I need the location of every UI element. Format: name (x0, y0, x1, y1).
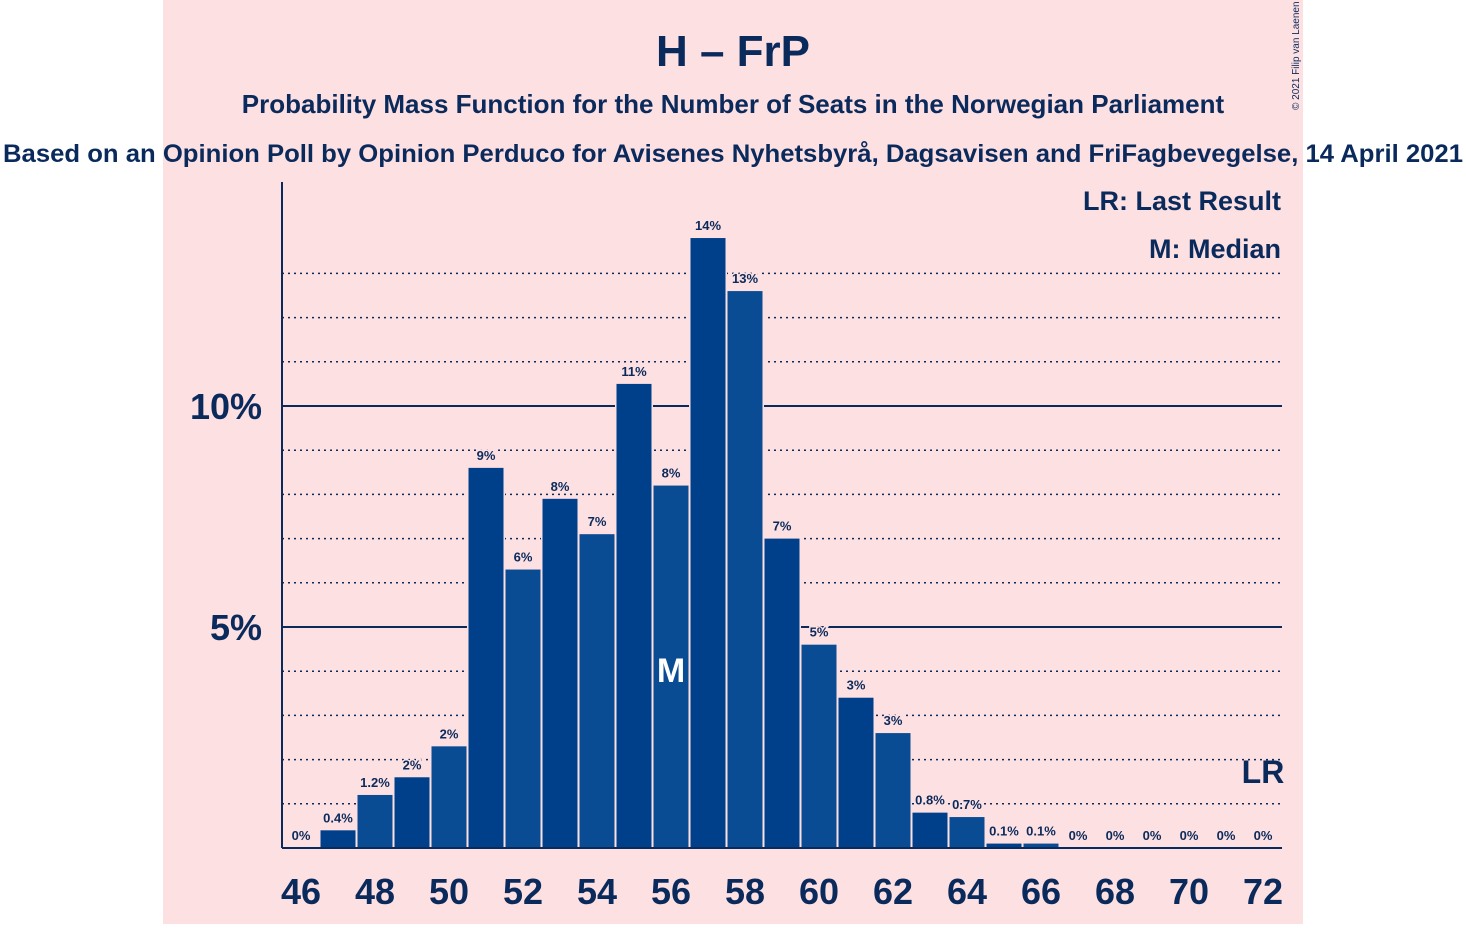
bar-value-label: 7% (588, 514, 607, 529)
bar (949, 817, 985, 848)
bar-value-label: 0.1% (989, 824, 1019, 839)
bars (319, 236, 1060, 849)
bar-value-label: 9% (477, 448, 496, 463)
x-tick-label: 58 (725, 871, 765, 912)
bar (838, 697, 874, 848)
bar (542, 498, 578, 848)
bar-value-label: 0.4% (323, 810, 353, 825)
bar (875, 733, 911, 848)
bar-value-label: 0% (1106, 828, 1125, 843)
x-tick-label: 64 (947, 871, 987, 912)
x-tick-label: 60 (799, 871, 839, 912)
bar (986, 843, 1022, 848)
last-result-marker: LR (1242, 754, 1285, 790)
bar (394, 777, 430, 848)
bar-value-label: 5% (810, 625, 829, 640)
bar (431, 746, 467, 848)
bar-value-label: 2% (403, 757, 422, 772)
bar (912, 812, 948, 848)
bar (616, 383, 652, 848)
x-tick-label: 66 (1021, 871, 1061, 912)
axes: 5% 10% 46 48 50 52 54 56 58 60 62 64 66 68 70 72 (190, 182, 1283, 912)
chart-subtitle: Probability Mass Function for the Number… (242, 89, 1225, 119)
legend-median: M: Median (1149, 234, 1281, 264)
y-tick-label: 5% (210, 607, 262, 648)
bar (764, 538, 800, 848)
chart-source: Based on an Opinion Poll by Opinion Perd… (3, 140, 1463, 168)
median-marker: M (657, 652, 685, 690)
bar-value-label: 3% (884, 713, 903, 728)
legend-last-result: LR: Last Result (1083, 186, 1281, 216)
bar-value-label: 7% (773, 519, 792, 534)
bar-value-label: 0.7% (952, 797, 982, 812)
bar (1023, 843, 1059, 848)
bar-value-label: 3% (847, 678, 866, 693)
bar-value-label: 11% (621, 364, 647, 379)
x-tick-label: 62 (873, 871, 913, 912)
bar-value-label: 8% (551, 479, 570, 494)
bar-value-label: 1.2% (360, 775, 390, 790)
chart-title: H – FrP (656, 27, 810, 76)
bar-value-label: 0% (1254, 828, 1273, 843)
x-tick-label: 54 (577, 871, 617, 912)
bar (468, 467, 504, 848)
bar-value-label: 0% (292, 828, 311, 843)
bar-value-label: 0% (1217, 828, 1236, 843)
bar-value-label: 0% (1069, 828, 1088, 843)
bar-value-label: 6% (514, 550, 533, 565)
x-tick-label: 72 (1243, 871, 1283, 912)
bar-value-label: 8% (662, 466, 681, 481)
bar-value-label: 2% (440, 726, 459, 741)
bar-value-label: 0% (1143, 828, 1162, 843)
bar-value-label: 14% (695, 218, 721, 233)
x-tick-label: 46 (281, 871, 321, 912)
bar (727, 291, 763, 849)
x-tick-label: 48 (355, 871, 395, 912)
bar-labels: 0% 0.4% 1.2% 2% 2% 9% 6% 8% 7% 11% 8% 14% 13% 7% 5% 3% 3… (290, 217, 1285, 845)
x-tick-label: 68 (1095, 871, 1135, 912)
bar (505, 569, 541, 848)
x-tick-label: 56 (651, 871, 691, 912)
y-tick-label: 10% (190, 386, 262, 427)
x-tick-label: 70 (1169, 871, 1209, 912)
bar (357, 794, 393, 848)
copyright-text: © 2021 Filip van Laenen (1291, 1, 1302, 110)
bar (653, 485, 689, 848)
bar-value-label: 0% (1180, 828, 1199, 843)
x-tick-label: 50 (429, 871, 469, 912)
bar (320, 830, 356, 848)
bar-value-label: 0.1% (1026, 824, 1056, 839)
bar (579, 534, 615, 848)
bar (801, 644, 837, 848)
x-tick-label: 52 (503, 871, 543, 912)
bar-value-label: 13% (732, 271, 758, 286)
bar (690, 238, 726, 849)
bar-value-label: 0.8% (915, 793, 945, 808)
